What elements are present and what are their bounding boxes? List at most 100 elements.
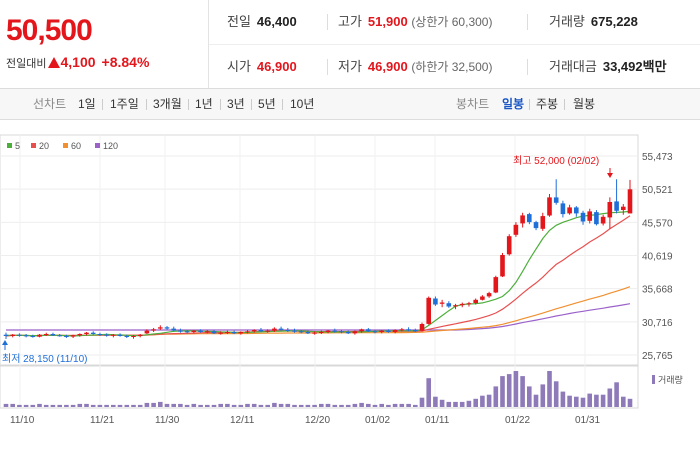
y-tick-label: 40,619: [642, 252, 673, 263]
volume-bar: [553, 381, 559, 407]
volume-bar: [520, 376, 525, 407]
volume-bar: [493, 386, 499, 407]
up-arrow-icon: [48, 57, 61, 68]
volume-bar: [251, 403, 257, 407]
candle-body: [178, 330, 183, 332]
divider: [251, 99, 252, 110]
candle-body: [567, 207, 572, 214]
candle-body: [446, 303, 452, 307]
amount-unit: 백만: [642, 59, 667, 74]
max-arrow-head-icon: [607, 173, 613, 178]
legend-ma5: 5: [15, 141, 20, 151]
change-row: 전일대비 4,100 +8.84%: [6, 54, 149, 71]
candle-body: [298, 331, 304, 333]
volume-bar: [580, 397, 586, 407]
volume-bar: [131, 404, 136, 407]
open-cell: 시가 46,900: [227, 45, 297, 89]
candle-body: [251, 330, 257, 332]
tab-1-year[interactable]: 1년: [195, 97, 213, 111]
volume-bar: [453, 401, 458, 407]
tab-1-day[interactable]: 1일: [78, 97, 96, 111]
tab-daily[interactable]: 일봉: [502, 97, 525, 111]
candle-body: [90, 332, 96, 334]
ma5-line: [6, 210, 631, 337]
period-tabs: 선차트 1일 1주일 3개월 1년 3년 5년 10년 봉차트 일봉 주봉 월봉: [0, 89, 700, 120]
tab-1-week[interactable]: 1주일: [110, 97, 139, 111]
volume-bar: [30, 404, 36, 407]
volume-bar: [164, 403, 170, 407]
volume-bar: [158, 401, 163, 407]
x-tick-label: 12/11: [230, 415, 255, 426]
volume-bar: [540, 384, 546, 407]
volume-bar: [486, 394, 492, 407]
candle-body: [473, 299, 478, 304]
volume-bar: [124, 404, 130, 407]
tab-monthly[interactable]: 월봉: [573, 97, 596, 111]
candle-body: [258, 330, 264, 332]
volume-bar: [506, 374, 512, 407]
candle-body: [614, 201, 619, 211]
volume-bar: [439, 399, 445, 407]
volume-bar: [459, 401, 465, 407]
candle-body: [540, 216, 546, 229]
change-percent: +8.84%: [101, 54, 150, 70]
y-axis-labels: 55,473 50,521 45,570 40,619 35,668 30,716 25,7…: [642, 152, 673, 362]
candle-body: [245, 331, 250, 333]
candle-body: [3, 334, 9, 336]
candle-body: [372, 331, 378, 333]
volume-bar: [372, 404, 378, 407]
candle-body: [560, 203, 566, 215]
x-axis-labels: 11/10 11/21 11/30 12/11 12/20 01/02 01/11 01/22…: [10, 415, 600, 426]
volume-bar: [594, 394, 599, 407]
candle-body: [50, 334, 56, 336]
divider: [282, 99, 283, 110]
volume-bar: [292, 404, 297, 407]
candle-body: [77, 334, 83, 336]
volume-cell: 거래량 675,228: [549, 0, 638, 44]
candle-body: [621, 206, 626, 210]
volume-bar: [352, 403, 358, 407]
moving-average-lines: [5, 210, 631, 337]
candle-body: [285, 330, 291, 331]
volume-bar: [332, 404, 338, 407]
candle-body: [84, 332, 89, 334]
candle-body: [70, 335, 76, 337]
candle-body: [580, 212, 586, 222]
candle-body: [594, 212, 599, 225]
divider: [146, 99, 147, 110]
ma120-line: [6, 303, 631, 331]
ma-legend: 5 20 60 120: [7, 141, 118, 151]
tab-5-years[interactable]: 5년: [258, 97, 276, 111]
volume-bar: [90, 404, 96, 407]
candle-body: [587, 211, 592, 221]
change-amount: 4,100: [60, 54, 96, 70]
upper-limit: (상한가 60,300): [411, 15, 493, 29]
candle-body: [426, 297, 431, 324]
candle-body: [480, 296, 485, 300]
x-tick-label: 01/22: [505, 415, 530, 426]
candle-body: [158, 327, 163, 329]
tab-candle-chart[interactable]: 봉차트: [456, 97, 490, 111]
tab-weekly[interactable]: 주봉: [536, 97, 559, 111]
candle-body: [225, 332, 230, 333]
tab-3-months[interactable]: 3개월: [153, 97, 182, 111]
y-tick-label: 25,765: [642, 351, 673, 362]
volume-bar: [10, 403, 15, 407]
x-tick-label: 01/11: [425, 415, 450, 426]
volume-bar: [480, 395, 485, 407]
tab-line-chart[interactable]: 선차트: [33, 97, 67, 111]
tab-10-years[interactable]: 10년: [290, 97, 315, 111]
change-label: 전일대비: [6, 58, 47, 70]
volume-bar: [533, 394, 539, 407]
volume-bar: [3, 403, 9, 407]
volume-bar: [191, 403, 197, 407]
candle-body: [231, 332, 237, 334]
volume-bar: [265, 404, 270, 407]
tab-3-years[interactable]: 3년: [227, 97, 245, 111]
volume-bar: [560, 391, 566, 407]
candle-body: [191, 330, 197, 332]
volume-bar: [205, 404, 210, 407]
volume-bar: [379, 403, 384, 407]
candle-body: [265, 330, 270, 332]
candle-body: [205, 331, 210, 333]
